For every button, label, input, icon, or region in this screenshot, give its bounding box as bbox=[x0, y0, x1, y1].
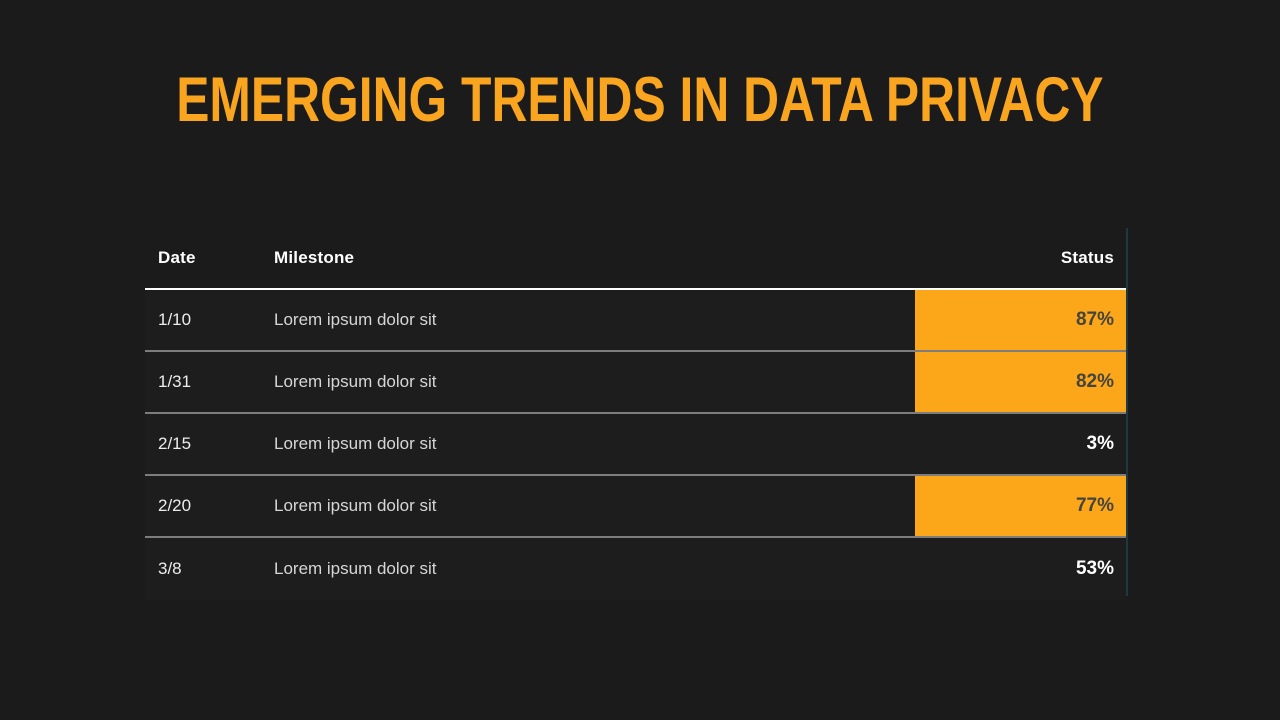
row-status: 3% bbox=[1086, 433, 1114, 454]
column-header-date: Date bbox=[158, 248, 196, 267]
row-status: 77% bbox=[915, 476, 1126, 536]
row-milestone: Lorem ipsum dolor sit bbox=[274, 310, 437, 329]
table-row: 2/15 Lorem ipsum dolor sit 3% bbox=[145, 414, 1126, 476]
table-row: 1/31 Lorem ipsum dolor sit 82% bbox=[145, 352, 1126, 414]
row-date: 3/8 bbox=[158, 559, 182, 578]
table-row: 3/8 Lorem ipsum dolor sit 53% bbox=[145, 538, 1126, 600]
table-body: 1/10 Lorem ipsum dolor sit 87% 1/31 Lore… bbox=[145, 290, 1126, 600]
row-date: 2/15 bbox=[158, 434, 192, 453]
page-title: EMERGING TRENDS IN DATA PRIVACY bbox=[176, 65, 1104, 135]
row-status: 53% bbox=[1075, 558, 1114, 579]
title-container: EMERGING TRENDS IN DATA PRIVACY bbox=[0, 64, 1280, 136]
column-header-status: Status bbox=[1060, 248, 1114, 267]
header-divider bbox=[145, 288, 1126, 290]
row-status: 87% bbox=[915, 290, 1126, 350]
table-row: 1/10 Lorem ipsum dolor sit 87% bbox=[145, 290, 1126, 352]
table-header-row: Date Milestone Status bbox=[145, 228, 1126, 288]
row-status: 82% bbox=[915, 352, 1126, 412]
row-date: 2/20 bbox=[158, 496, 192, 515]
row-milestone: Lorem ipsum dolor sit bbox=[274, 434, 437, 453]
milestones-table: Date Milestone Status 1/10 Lorem ipsum d… bbox=[145, 228, 1126, 600]
row-milestone: Lorem ipsum dolor sit bbox=[274, 496, 437, 515]
row-date: 1/31 bbox=[158, 372, 192, 391]
row-date: 1/10 bbox=[158, 310, 192, 329]
row-milestone: Lorem ipsum dolor sit bbox=[274, 372, 437, 391]
table-right-border bbox=[1126, 228, 1128, 596]
row-milestone: Lorem ipsum dolor sit bbox=[274, 559, 437, 578]
column-header-milestone: Milestone bbox=[274, 248, 355, 267]
table-row: 2/20 Lorem ipsum dolor sit 77% bbox=[145, 476, 1126, 538]
